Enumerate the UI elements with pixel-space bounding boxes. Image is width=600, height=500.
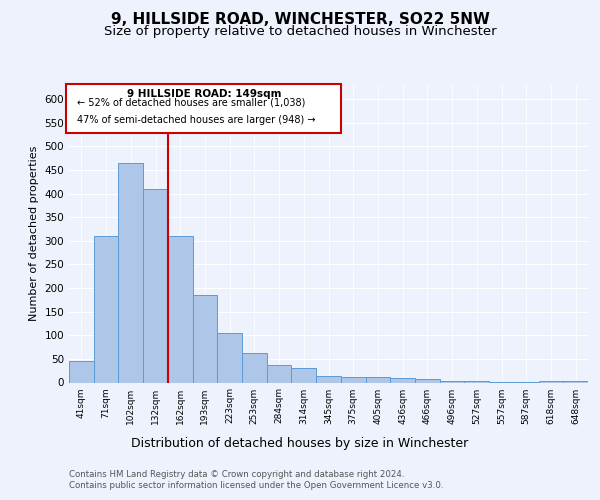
Bar	[168, 236, 193, 382]
Bar	[267, 365, 292, 382]
Bar	[464, 380, 489, 382]
Bar	[292, 368, 316, 382]
Bar	[242, 353, 267, 382]
Text: Contains public sector information licensed under the Open Government Licence v3: Contains public sector information licen…	[69, 481, 443, 490]
Bar	[365, 377, 390, 382]
Bar	[316, 376, 341, 382]
Text: 9 HILLSIDE ROAD: 149sqm: 9 HILLSIDE ROAD: 149sqm	[127, 88, 281, 99]
Text: Contains HM Land Registry data © Crown copyright and database right 2024.: Contains HM Land Registry data © Crown c…	[69, 470, 404, 479]
Text: 9, HILLSIDE ROAD, WINCHESTER, SO22 5NW: 9, HILLSIDE ROAD, WINCHESTER, SO22 5NW	[110, 12, 490, 28]
Bar	[563, 381, 588, 382]
Bar	[217, 333, 242, 382]
Text: Size of property relative to detached houses in Winchester: Size of property relative to detached ho…	[104, 25, 496, 38]
Bar	[118, 163, 143, 382]
Bar	[193, 295, 217, 382]
Text: Distribution of detached houses by size in Winchester: Distribution of detached houses by size …	[131, 438, 469, 450]
Bar	[94, 236, 118, 382]
Bar	[539, 381, 563, 382]
Bar	[440, 380, 464, 382]
Bar	[415, 379, 440, 382]
Text: 47% of semi-detached houses are larger (948) →: 47% of semi-detached houses are larger (…	[77, 114, 315, 124]
Bar	[143, 189, 168, 382]
Bar	[390, 378, 415, 382]
Bar	[69, 361, 94, 382]
FancyBboxPatch shape	[67, 84, 341, 132]
Bar	[341, 377, 365, 382]
Y-axis label: Number of detached properties: Number of detached properties	[29, 146, 39, 322]
Text: ← 52% of detached houses are smaller (1,038): ← 52% of detached houses are smaller (1,…	[77, 98, 305, 108]
